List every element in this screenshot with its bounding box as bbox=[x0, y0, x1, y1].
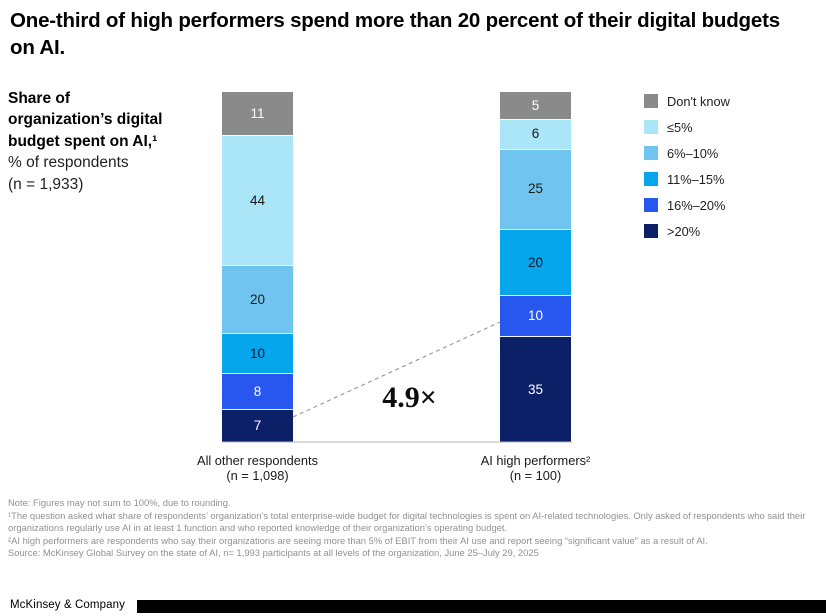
legend-item: 6%–10% bbox=[644, 145, 730, 161]
bar-segment: 11 bbox=[222, 92, 293, 135]
bar-segment: 25 bbox=[500, 148, 571, 229]
segment-value-label: 20 bbox=[527, 254, 544, 270]
chart-axis-sample-size: (n = 1,933) bbox=[8, 175, 84, 193]
exhibit-title: One-third of high performers spend more … bbox=[10, 9, 780, 60]
legend-item: >20% bbox=[644, 223, 730, 239]
ratio-annotation: 4.9× bbox=[382, 381, 437, 414]
chart-axis-description-bold: Share of organization’s digital budget s… bbox=[8, 90, 163, 150]
legend-item: Don't know bbox=[644, 93, 730, 109]
bar-segment: 10 bbox=[222, 332, 293, 374]
segment-value-label: 8 bbox=[253, 383, 262, 399]
bar-segment: 20 bbox=[500, 228, 571, 296]
footnotes: Note: Figures may not sum to 100%, due t… bbox=[8, 497, 822, 560]
footnote-line: Source: McKinsey Global Survey on the st… bbox=[8, 547, 539, 559]
segment-value-label: 35 bbox=[527, 381, 544, 397]
legend-item: 11%–15% bbox=[644, 171, 730, 187]
segment-value-label: 5 bbox=[531, 97, 540, 113]
bar-segment: 44 bbox=[222, 134, 293, 266]
bar-segment: 5 bbox=[500, 92, 571, 119]
chart-legend: Don't know ≤5% 6%–10% 11%–15% 16%–20% >20% bbox=[644, 94, 730, 250]
segment-value-label: 6 bbox=[531, 126, 540, 142]
segment-value-label: 10 bbox=[527, 308, 544, 324]
category-label: AI high performers² (n = 100) bbox=[426, 453, 646, 483]
chart-axis-description: Share of organization’s digital budget s… bbox=[8, 88, 170, 195]
legend-label: 16%–20% bbox=[667, 197, 726, 213]
category-name: All other respondents bbox=[197, 453, 318, 468]
mckinsey-wordmark: McKinsey & Company bbox=[10, 599, 125, 611]
legend-swatch bbox=[644, 120, 658, 134]
bar-segment: 35 bbox=[500, 336, 571, 442]
legend-swatch bbox=[644, 224, 658, 238]
segment-value-label: 11 bbox=[250, 105, 265, 121]
segment-value-label: 20 bbox=[249, 291, 266, 307]
legend-label: 11%–15% bbox=[667, 171, 725, 187]
segment-value-label: 25 bbox=[527, 181, 544, 197]
chart-axis-unit: % of respondents bbox=[8, 154, 129, 172]
category-name: AI high performers² bbox=[480, 453, 591, 468]
bar-segment: 8 bbox=[222, 373, 293, 410]
category-sample-size: (n = 1,098) bbox=[226, 468, 289, 484]
legend-swatch bbox=[644, 198, 658, 212]
category-label: All other respondents (n = 1,098) bbox=[148, 453, 368, 483]
legend-swatch bbox=[644, 94, 658, 108]
bar-segment: 7 bbox=[222, 409, 293, 443]
legend-swatch bbox=[644, 172, 658, 186]
bar-segment: 10 bbox=[500, 295, 571, 337]
segment-value-label: 44 bbox=[249, 192, 266, 208]
legend-item: 16%–20% bbox=[644, 197, 730, 213]
legend-label: 6%–10% bbox=[667, 145, 719, 161]
segment-value-label: 10 bbox=[249, 345, 266, 361]
footnote-line: ¹The question asked what share of respon… bbox=[8, 509, 806, 534]
stacked-bar: 5 6 25 20 10 35 bbox=[500, 92, 571, 442]
footnote-line: ²AI high performers are respondents who … bbox=[8, 534, 708, 546]
stacked-bar: 11 44 20 10 8 7 bbox=[222, 92, 293, 443]
bar-segment: 6 bbox=[500, 118, 571, 149]
legend-label: >20% bbox=[667, 223, 701, 239]
legend-item: ≤5% bbox=[644, 119, 730, 135]
category-sample-size: (n = 100) bbox=[509, 468, 562, 484]
segment-value-label: 7 bbox=[253, 418, 262, 434]
bar-segment: 20 bbox=[222, 265, 293, 333]
footnote-line: Note: Figures may not sum to 100%, due t… bbox=[8, 497, 231, 508]
footer-rule bbox=[137, 600, 826, 613]
legend-swatch bbox=[644, 146, 658, 160]
legend-label: Don't know bbox=[667, 93, 730, 109]
legend-label: ≤5% bbox=[667, 119, 693, 135]
